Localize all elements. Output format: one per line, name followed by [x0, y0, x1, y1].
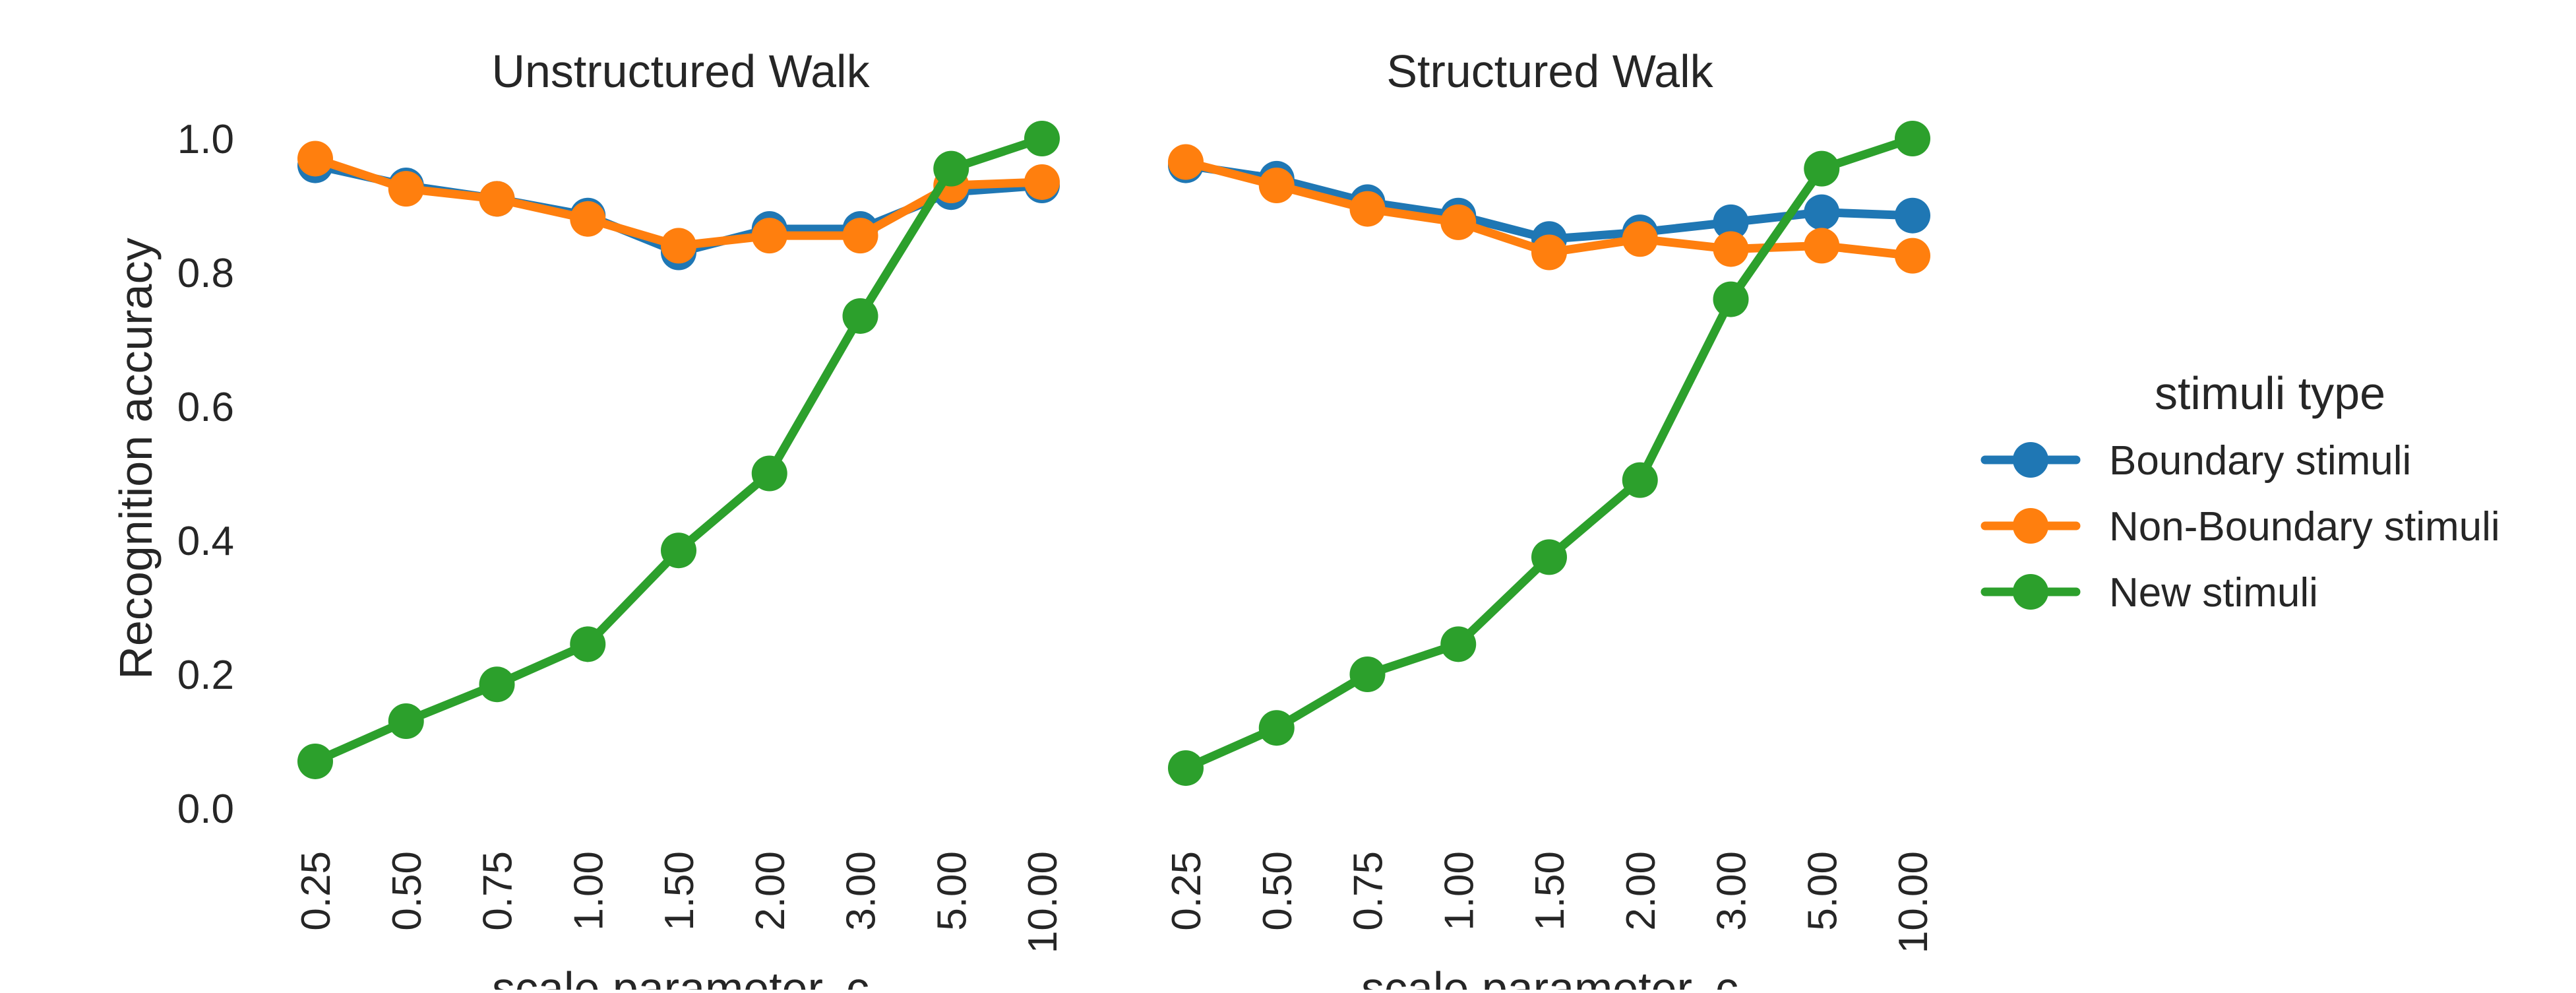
data-point: [1349, 657, 1386, 692]
panel-title: Unstructured Walk: [491, 46, 870, 97]
data-point: [570, 626, 606, 662]
legend-marker: [2013, 574, 2048, 610]
x-tick-label: 5.00: [1800, 851, 1845, 931]
data-point: [751, 455, 787, 492]
data-point: [661, 228, 696, 264]
panel-structured-walk: Structured Walk scale parameter, c 0.25 0…: [1164, 46, 1936, 993]
legend-title: stimuli type: [2155, 368, 2385, 419]
panel-title: Structured Walk: [1386, 46, 1713, 97]
plot-area: [297, 121, 1060, 779]
data-point: [1024, 121, 1060, 156]
data-point: [1895, 121, 1930, 156]
data-point: [1622, 462, 1658, 498]
panel-unstructured-walk: Unstructured Walk Recognition accuracy s…: [110, 46, 1066, 993]
data-point: [933, 150, 969, 187]
x-tick-label: 0.75: [475, 851, 521, 931]
x-axis-label: scale parameter, c: [492, 963, 869, 990]
data-point: [1713, 204, 1749, 240]
data-point: [751, 218, 787, 254]
data-point: [1531, 539, 1567, 575]
data-point: [1713, 281, 1749, 317]
legend-marker: [2013, 508, 2048, 544]
data-point: [1531, 234, 1567, 271]
data-point: [1258, 710, 1295, 746]
x-tick-label: 1.00: [566, 851, 611, 931]
x-tick-label: 1.50: [1527, 851, 1573, 931]
y-tick-label: 0.4: [177, 519, 234, 564]
data-point: [1024, 164, 1060, 200]
x-tick-label: 10.00: [1891, 851, 1936, 953]
x-tick-label: 0.25: [293, 851, 339, 931]
data-point: [479, 666, 515, 703]
legend-label: Boundary stimuli: [2109, 438, 2411, 484]
plot-area: [1168, 121, 1930, 786]
data-point: [388, 703, 424, 740]
x-tick-label: 1.50: [657, 851, 702, 931]
data-point: [1804, 228, 1840, 264]
data-point: [1895, 197, 1930, 234]
data-point: [1804, 194, 1840, 230]
legend-items: Boundary stimuli Non-Boundary stimuli New …: [1980, 438, 2500, 616]
legend-label: New stimuli: [2109, 570, 2318, 616]
data-point: [570, 201, 606, 237]
x-tick-label: 0.50: [384, 851, 430, 931]
x-tick-label: 10.00: [1020, 851, 1066, 953]
x-axis-label: scale parameter, c: [1361, 963, 1738, 990]
data-point: [1622, 221, 1658, 257]
legend: stimuli type Boundary stimuli Non-Boundar…: [1980, 368, 2500, 616]
x-tick-label: 0.75: [1346, 851, 1392, 931]
data-point: [297, 141, 333, 177]
data-point: [842, 218, 878, 254]
y-tick-label: 1.0: [177, 117, 234, 162]
data-point: [297, 743, 333, 779]
data-point: [1895, 238, 1930, 274]
x-tick-label: 5.00: [929, 851, 975, 931]
x-tick-label: 3.00: [1709, 851, 1755, 931]
data-point: [1440, 626, 1477, 662]
x-tick-label: 3.00: [839, 851, 884, 931]
y-tick-label: 0.6: [177, 385, 234, 430]
data-point: [1168, 144, 1204, 180]
data-point: [479, 181, 515, 217]
data-point: [1258, 168, 1295, 204]
data-point: [1804, 150, 1840, 187]
data-point: [842, 298, 878, 334]
y-tick-label: 0.0: [177, 786, 234, 832]
x-tick-labels: 0.25 0.50 0.75 1.00 1.50 2.00 3.00 5.00 10.00: [293, 851, 1066, 953]
data-point: [1349, 191, 1386, 227]
x-tick-label: 0.25: [1164, 851, 1210, 931]
y-tick-labels: 0.0 0.2 0.4 0.6 0.8 1.0: [177, 117, 234, 832]
data-point: [1440, 204, 1477, 240]
legend-marker: [2013, 442, 2048, 478]
x-tick-label: 1.00: [1436, 851, 1482, 931]
y-tick-label: 0.8: [177, 251, 234, 296]
x-tick-label: 2.00: [1618, 851, 1664, 931]
legend-label: Non-Boundary stimuli: [2109, 504, 2500, 550]
data-point: [388, 171, 424, 207]
y-tick-label: 0.2: [177, 653, 234, 698]
data-point: [1713, 231, 1749, 267]
data-point: [1168, 750, 1204, 786]
y-axis-label: Recognition accuracy: [110, 238, 162, 679]
x-tick-label: 2.00: [748, 851, 793, 931]
x-tick-labels: 0.25 0.50 0.75 1.00 1.50 2.00 3.00 5.00 10.00: [1164, 851, 1936, 953]
data-point: [661, 532, 696, 569]
x-tick-label: 0.50: [1255, 851, 1301, 931]
